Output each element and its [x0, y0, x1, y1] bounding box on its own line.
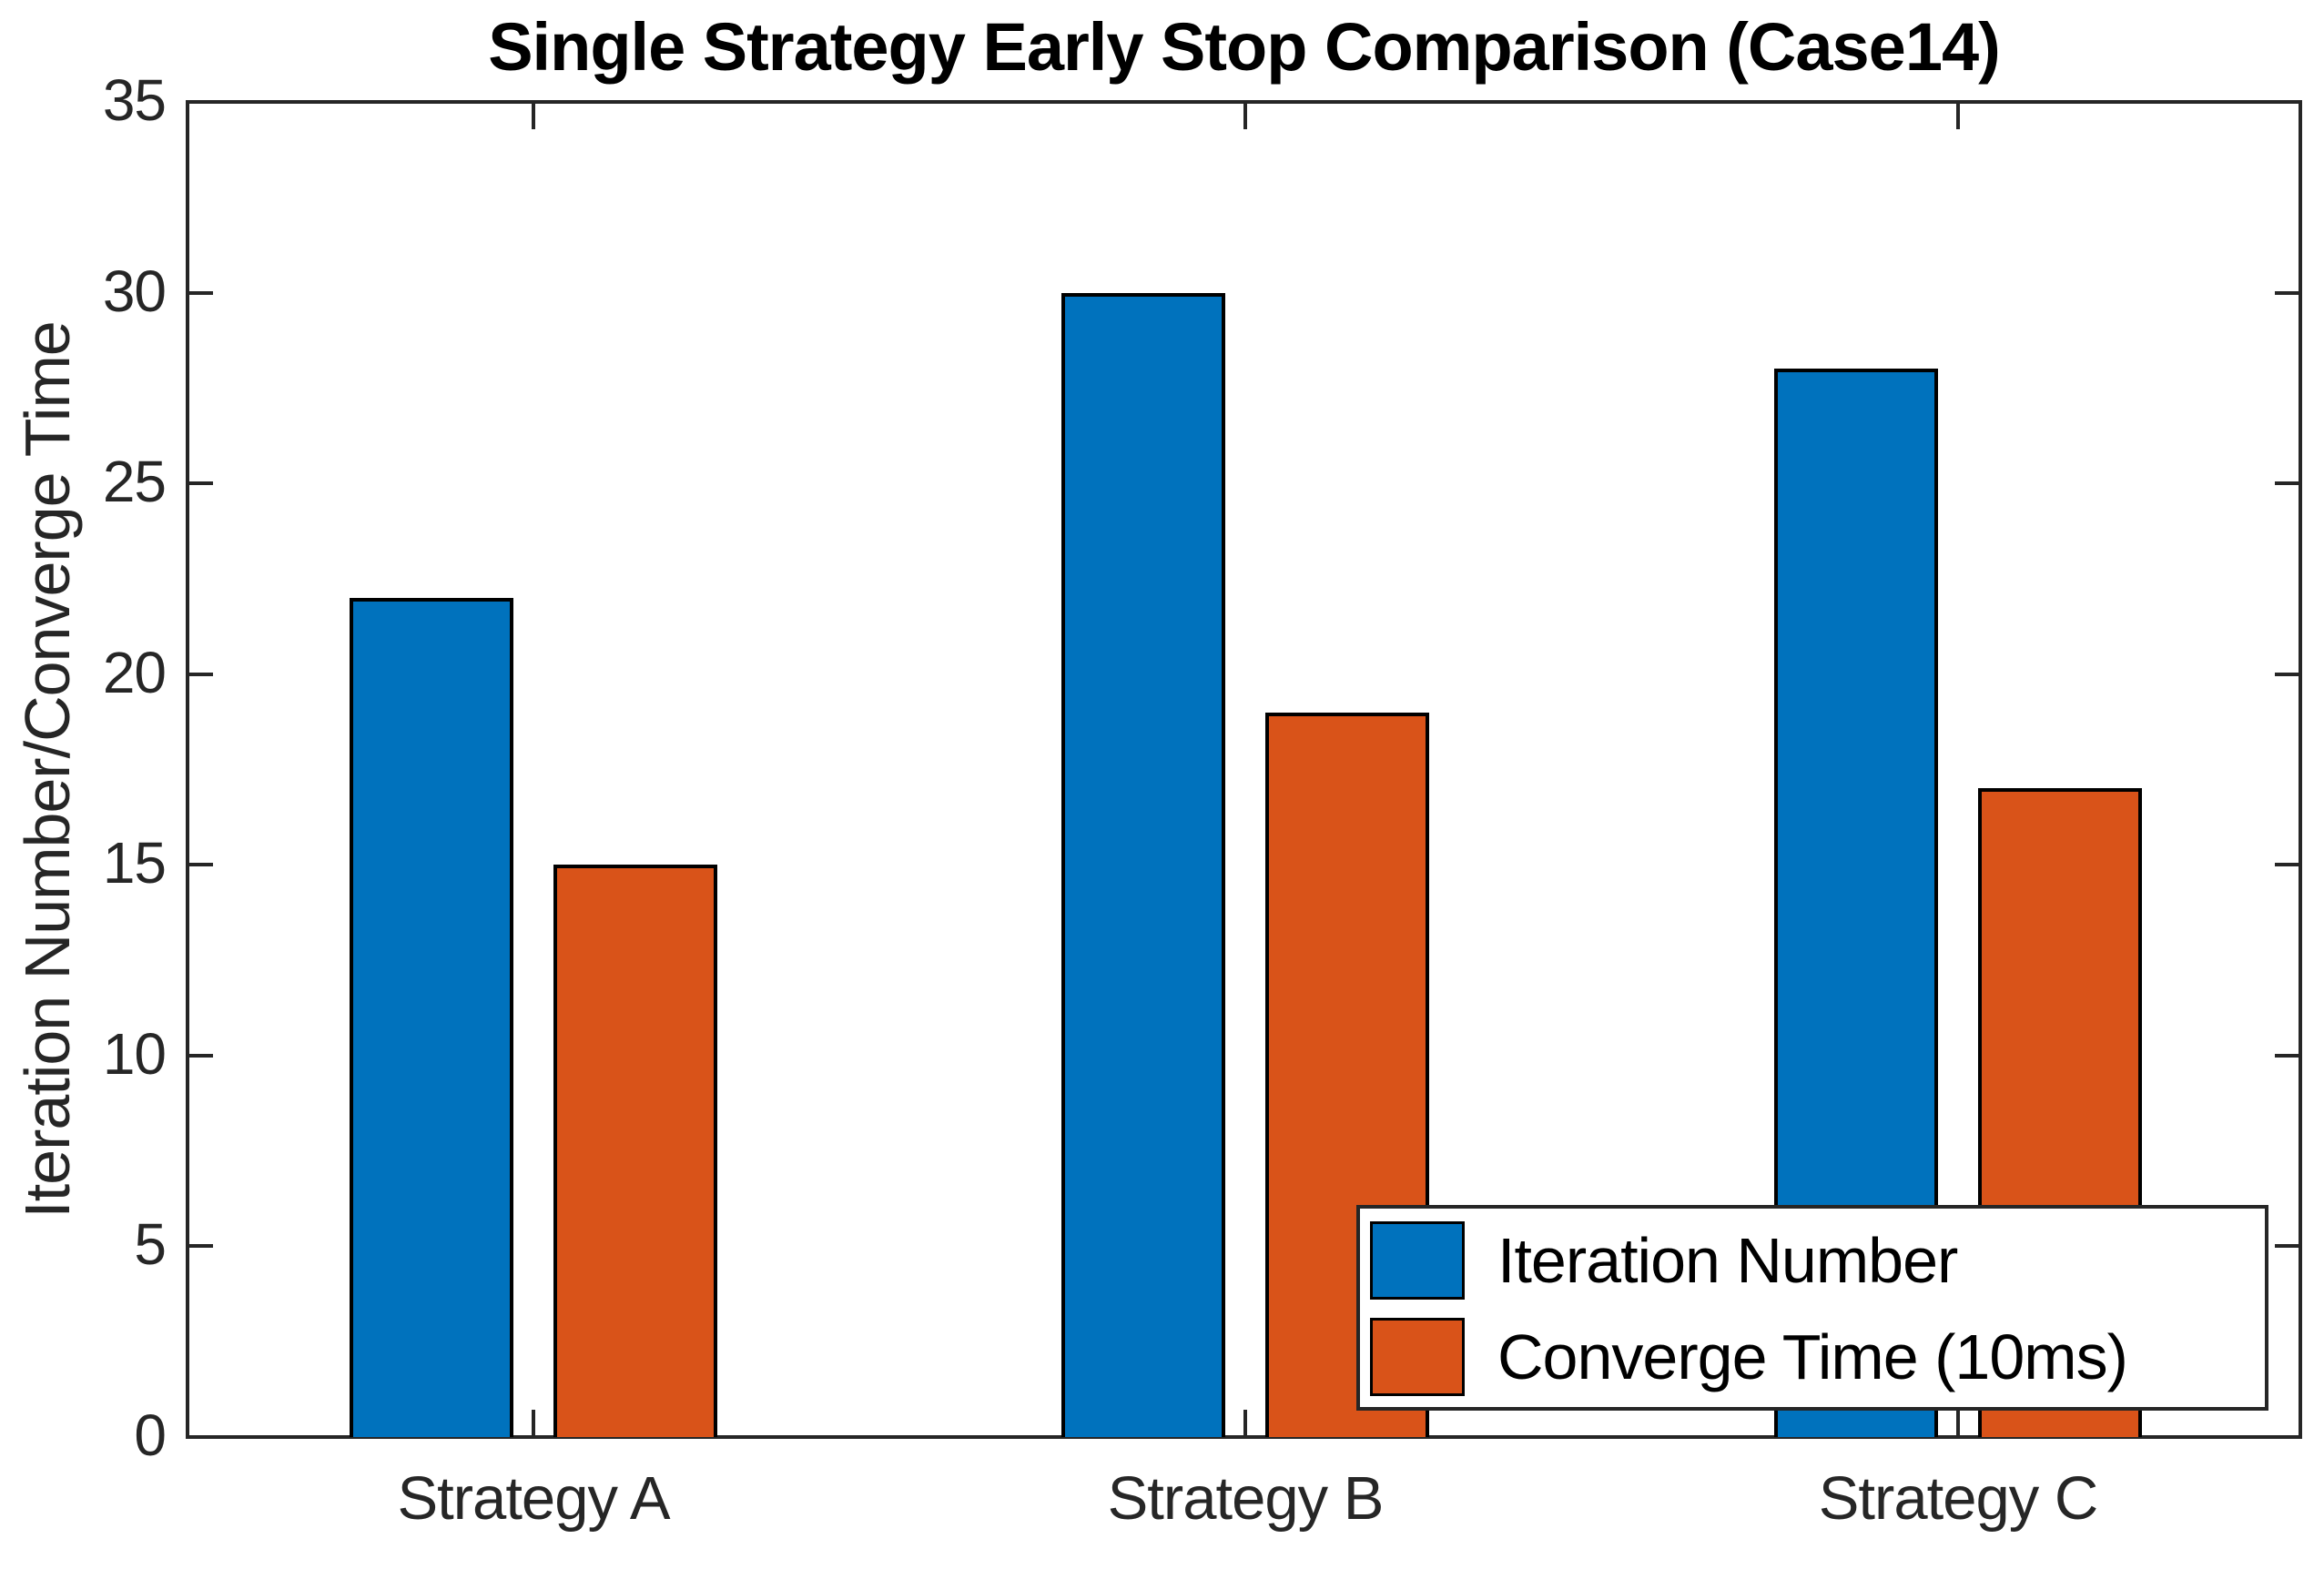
- legend-entry-iteration-number: Iteration Number: [1370, 1221, 1958, 1300]
- y-tick-right-35: [2275, 100, 2300, 104]
- legend: Iteration Number Converge Time (10ms): [1356, 1205, 2268, 1411]
- y-tick-left-5: [188, 1244, 213, 1248]
- x-tick-bottom-1: [532, 1410, 535, 1437]
- y-tick-label-35: 35: [102, 67, 167, 133]
- bar-iteration-number-strategy-b: [1061, 293, 1225, 1437]
- y-tick-right-5: [2275, 1244, 2300, 1248]
- x-tick-top-1: [532, 102, 535, 129]
- x-tick-bottom-3: [1956, 1410, 1960, 1437]
- y-axis-label: Iteration Number/Converge Time: [12, 321, 83, 1219]
- y-tick-left-25: [188, 481, 213, 485]
- legend-label-converge-time: Converge Time (10ms): [1497, 1321, 2128, 1392]
- y-tick-label-20: 20: [102, 640, 167, 705]
- x-tick-top-2: [1243, 102, 1247, 129]
- y-tick-left-0: [188, 1435, 213, 1439]
- bar-converge-time-10ms-strategy-a: [553, 865, 717, 1437]
- x-tick-label-strategy-b: Strategy B: [1107, 1464, 1385, 1533]
- y-tick-left-30: [188, 291, 213, 295]
- y-tick-right-15: [2275, 863, 2300, 866]
- y-tick-label-30: 30: [102, 258, 167, 324]
- y-tick-label-15: 15: [102, 830, 167, 896]
- y-tick-left-15: [188, 863, 213, 866]
- y-tick-left-20: [188, 673, 213, 676]
- bar-iteration-number-strategy-a: [350, 598, 513, 1437]
- y-tick-right-10: [2275, 1054, 2300, 1058]
- y-tick-label-5: 5: [134, 1211, 167, 1277]
- legend-label-iteration-number: Iteration Number: [1497, 1225, 1958, 1296]
- y-tick-label-10: 10: [102, 1021, 167, 1087]
- legend-swatch-converge-time: [1370, 1318, 1465, 1396]
- y-tick-right-20: [2275, 673, 2300, 676]
- y-tick-label-0: 0: [134, 1402, 167, 1468]
- y-tick-left-35: [188, 100, 213, 104]
- y-tick-left-10: [188, 1054, 213, 1058]
- x-tick-label-strategy-c: Strategy C: [1818, 1464, 2099, 1533]
- y-tick-right-0: [2275, 1435, 2300, 1439]
- chart-title: Single Strategy Early Stop Comparison (C…: [488, 9, 2001, 85]
- legend-entry-converge-time: Converge Time (10ms): [1370, 1318, 2128, 1396]
- x-tick-top-3: [1956, 102, 1960, 129]
- x-tick-label-strategy-a: Strategy A: [397, 1464, 670, 1533]
- legend-swatch-iteration-number: [1370, 1221, 1465, 1300]
- y-tick-right-25: [2275, 481, 2300, 485]
- y-tick-label-25: 25: [102, 449, 167, 514]
- y-tick-right-30: [2275, 291, 2300, 295]
- x-tick-bottom-2: [1243, 1410, 1247, 1437]
